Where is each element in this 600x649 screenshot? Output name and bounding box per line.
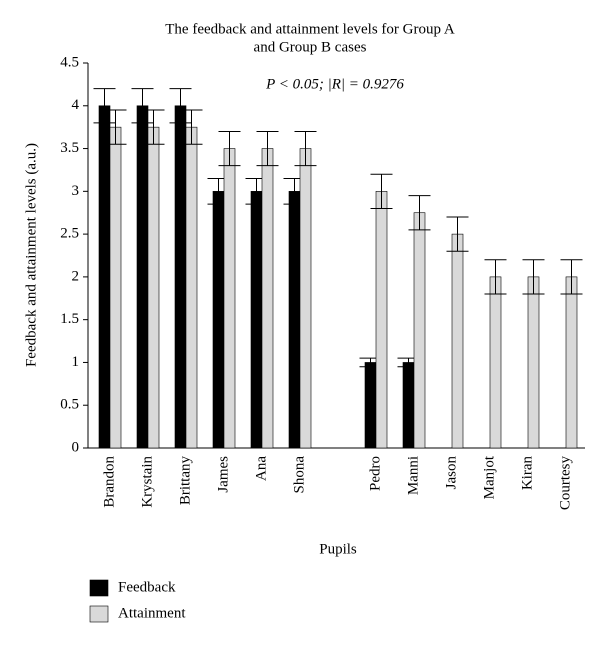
chart-title: The feedback and attainment levels for G… [165,21,455,37]
y-tick-label: 3 [72,183,80,199]
y-tick-label: 0 [72,439,80,455]
bar [489,276,502,449]
y-tick-label: 1.5 [60,311,79,327]
bar [185,126,198,449]
bar [364,362,377,449]
bar [223,148,236,449]
bar [299,148,312,449]
bar [375,191,388,449]
bar [402,362,415,449]
x-axis-title: Pupils [319,541,357,557]
bar [136,105,149,449]
bar [109,126,122,449]
bar [413,212,426,449]
bar [250,191,263,449]
x-tick-label: Brandon [101,456,117,508]
y-tick-label: 4 [72,97,80,113]
bar [288,191,301,449]
y-tick-label: 3.5 [60,140,79,156]
x-tick-label: Pedro [367,456,383,491]
y-tick-label: 4.5 [60,54,79,70]
y-tick-label: 2 [72,268,80,284]
x-tick-label: Ana [253,456,269,481]
bar [565,276,578,449]
bar [174,105,187,449]
bar [147,126,160,449]
bar [261,148,274,449]
x-tick-label: Brittany [177,456,193,506]
bar [98,105,111,449]
y-tick-label: 2.5 [60,226,79,242]
legend-label: Attainment [118,605,186,621]
x-tick-label: Jason [443,456,459,490]
legend-label: Feedback [118,579,176,595]
bar [451,233,464,449]
x-tick-label: Kiran [519,456,535,491]
x-tick-label: Shona [291,456,307,494]
y-tick-label: 1 [72,354,80,370]
chart-title: and Group B cases [254,39,367,55]
legend-swatch [89,579,109,597]
y-axis-title: Feedback and attainment levels (a.u.) [23,143,39,367]
legend-swatch [89,605,109,623]
y-tick-label: 0.5 [60,397,79,413]
bar [212,191,225,449]
x-tick-label: Manjot [481,455,497,499]
x-tick-label: James [215,456,231,493]
annotation: P < 0.05; |R| = 0.9276 [265,76,404,92]
x-tick-label: Courtesy [557,456,573,511]
bar [527,276,540,449]
x-tick-label: Krystain [139,456,155,508]
x-tick-label: Manni [405,456,421,495]
